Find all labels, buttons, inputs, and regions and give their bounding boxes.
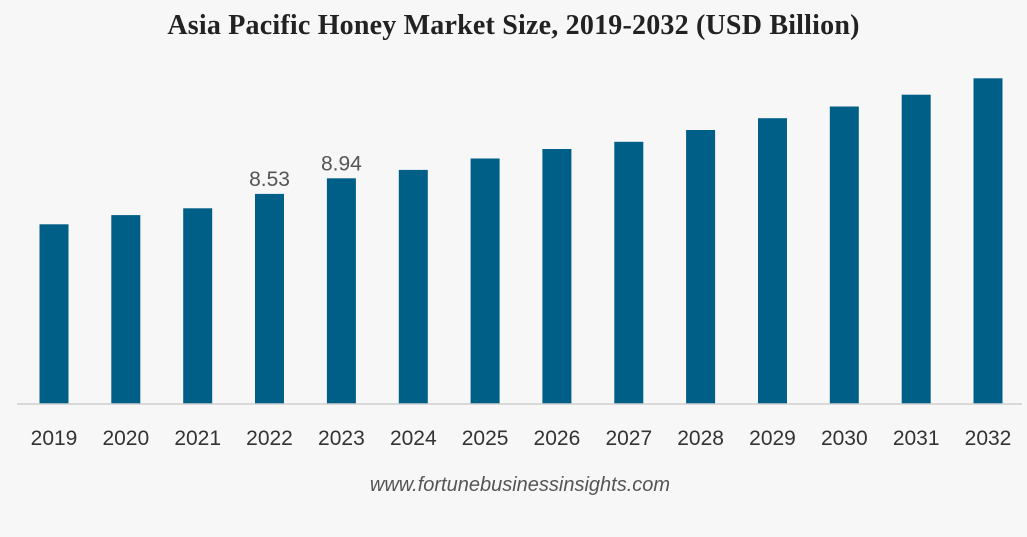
x-tick-label-2019: 2019 (31, 427, 78, 450)
data-labels: 8.53 8.94 (249, 152, 362, 191)
bar-2026 (542, 149, 572, 404)
data-label-2022: 8.53 (249, 168, 290, 191)
x-tick-label-2023: 2023 (318, 427, 365, 450)
bar-2025 (470, 158, 500, 404)
x-tick-labels: 2019 2020 2021 2022 2023 2024 2025 2026 2027 2028… (31, 427, 1012, 450)
chart-title: Asia Pacific Honey Market Size, 2019-203… (167, 10, 860, 41)
bar-2024 (398, 169, 428, 404)
bar-2031 (901, 94, 931, 404)
x-tick-label-2026: 2026 (534, 427, 581, 450)
bar-2020 (111, 215, 141, 404)
bars-group (39, 78, 1003, 405)
x-tick-label-2025: 2025 (462, 427, 509, 450)
x-tick-label-2030: 2030 (821, 427, 868, 450)
bar-2032 (973, 78, 1003, 405)
bar-2021 (183, 208, 213, 404)
x-tick-label-2031: 2031 (893, 427, 940, 450)
data-label-2023: 8.94 (321, 152, 362, 175)
bar-2030 (829, 106, 859, 404)
bar-2023 (326, 178, 356, 404)
bar-2027 (614, 141, 644, 405)
bar-2028 (686, 130, 716, 404)
x-tick-label-2022: 2022 (246, 427, 293, 450)
x-tick-label-2029: 2029 (749, 427, 796, 450)
x-tick-label-2024: 2024 (390, 427, 437, 450)
x-tick-label-2032: 2032 (965, 427, 1012, 450)
x-tick-label-2020: 2020 (102, 427, 149, 450)
x-tick-label-2028: 2028 (677, 427, 724, 450)
source-url: www.fortunebusinessinsights.com (369, 474, 671, 496)
bar-2022 (255, 193, 284, 404)
bar-2029 (758, 118, 787, 404)
x-tick-label-2021: 2021 (174, 427, 221, 450)
x-tick-label-2027: 2027 (605, 427, 652, 450)
bar-2019 (39, 224, 69, 404)
